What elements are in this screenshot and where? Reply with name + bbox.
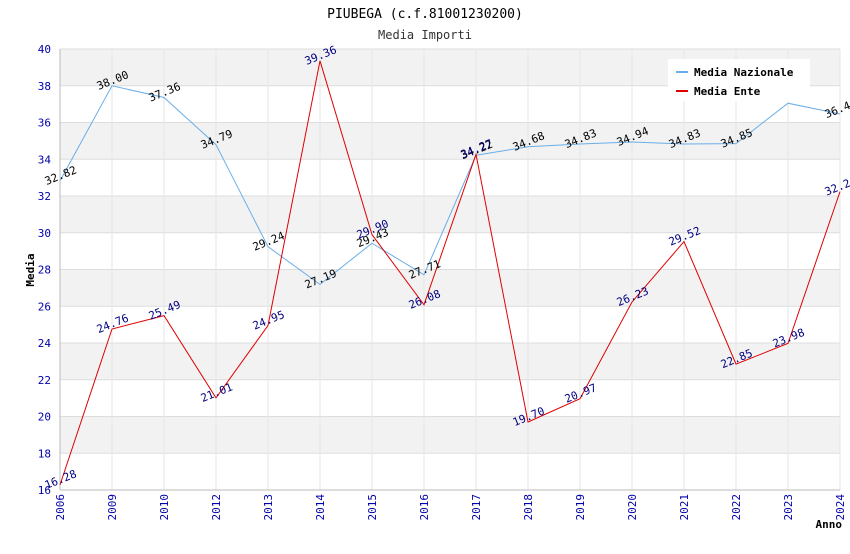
x-tick-label: 2020 <box>626 494 639 521</box>
y-tick-label: 30 <box>38 227 51 240</box>
chart-title: PIUBEGA (c.f.81001230200) <box>327 7 523 22</box>
x-tick-label: 2019 <box>574 494 587 521</box>
y-tick-label: 40 <box>38 43 51 56</box>
x-tick-label: 2023 <box>782 494 795 521</box>
x-tick-labels: 2006 2009 2010 2012 2013 2014 2015 2016 2017 2018… <box>54 494 847 521</box>
series-line-media-ente <box>59 60 841 486</box>
y-tick-label: 20 <box>38 411 51 424</box>
legend: Media Nazionale Media Ente <box>668 59 810 101</box>
data-label: 16.28 <box>43 467 79 491</box>
data-label: 20.97 <box>563 381 599 405</box>
data-label: 21.01 <box>199 380 235 404</box>
legend-label-media-nazionale: Media Nazionale <box>694 66 794 79</box>
x-tick-label: 2006 <box>54 494 67 521</box>
chart-subtitle: Media Importi <box>378 28 472 42</box>
y-tick-label: 36 <box>38 117 51 130</box>
data-label: 24.76 <box>95 312 131 336</box>
x-tick-label: 2009 <box>106 494 119 521</box>
y-tick-label: 32 <box>38 190 51 203</box>
y-tick-label: 34 <box>38 153 52 166</box>
x-tick-label: 2021 <box>678 494 691 521</box>
x-tick-label: 2013 <box>262 494 275 521</box>
y-tick-label: 16 <box>38 484 51 497</box>
legend-label-media-ente: Media Ente <box>694 85 761 98</box>
y-axis-label: Media <box>24 253 37 286</box>
data-label: 24.95 <box>251 308 287 332</box>
y-tick-label: 24 <box>38 337 52 350</box>
y-tick-label: 28 <box>38 264 51 277</box>
data-label: 32.82 <box>43 163 79 187</box>
data-label: 36.46 <box>823 97 850 121</box>
series-line-media-nazionale <box>59 85 841 286</box>
grid-band <box>60 269 840 307</box>
series-lines <box>59 60 841 486</box>
legend-box <box>668 59 810 101</box>
y-tick-label: 22 <box>38 374 51 387</box>
grid-band <box>60 416 840 454</box>
x-tick-label: 2015 <box>366 494 379 521</box>
x-tick-label: 2010 <box>158 494 171 521</box>
x-tick-label: 2012 <box>210 494 223 521</box>
y-tick-label: 26 <box>38 300 51 313</box>
x-tick-label: 2022 <box>730 494 743 521</box>
grid-lines <box>59 48 841 491</box>
grid-band <box>60 122 840 160</box>
y-tick-labels: 16 18 20 22 24 26 28 30 32 34 36 38 40 <box>38 43 52 497</box>
grid-band <box>60 343 840 380</box>
data-label: 32.24 <box>823 174 850 199</box>
x-tick-label: 2024 <box>834 494 847 521</box>
y-tick-label: 18 <box>38 447 51 460</box>
x-tick-label: 2018 <box>522 494 535 521</box>
x-tick-label: 2014 <box>314 494 327 521</box>
y-tick-label: 38 <box>38 80 51 93</box>
x-tick-label: 2016 <box>418 494 431 521</box>
x-tick-label: 2017 <box>470 494 483 521</box>
x-axis-label: Anno <box>816 518 843 531</box>
